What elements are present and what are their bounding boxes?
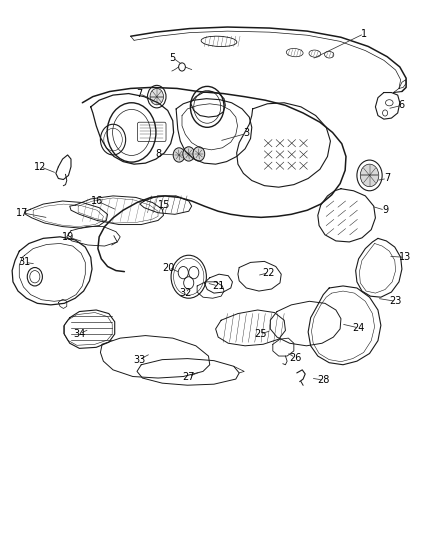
Text: 33: 33 — [133, 354, 145, 365]
Circle shape — [150, 88, 163, 105]
Circle shape — [173, 148, 185, 162]
Text: 3: 3 — [243, 128, 249, 139]
Text: 1: 1 — [361, 29, 367, 39]
Text: 31: 31 — [18, 257, 31, 268]
Text: 22: 22 — [262, 268, 275, 278]
Text: 15: 15 — [158, 200, 170, 210]
Text: 5: 5 — [170, 53, 176, 63]
Text: 28: 28 — [317, 375, 329, 385]
Text: 27: 27 — [183, 372, 195, 382]
Text: 9: 9 — [382, 205, 388, 215]
Text: 12: 12 — [34, 161, 46, 172]
Text: 25: 25 — [254, 329, 266, 339]
Text: 7: 7 — [136, 88, 142, 99]
Text: 6: 6 — [399, 100, 405, 110]
Text: 17: 17 — [16, 208, 28, 218]
Text: 26: 26 — [290, 352, 302, 362]
Text: 7: 7 — [384, 173, 390, 183]
Circle shape — [193, 147, 205, 161]
Text: 32: 32 — [179, 288, 191, 298]
Text: 24: 24 — [353, 323, 365, 333]
Text: 34: 34 — [73, 329, 85, 339]
Text: 16: 16 — [91, 196, 103, 206]
Text: 21: 21 — [212, 281, 224, 291]
Text: 8: 8 — [155, 149, 161, 159]
Circle shape — [183, 147, 194, 161]
Text: 23: 23 — [389, 296, 402, 306]
Text: 20: 20 — [162, 263, 175, 272]
Circle shape — [360, 164, 379, 187]
Text: 13: 13 — [399, 252, 411, 262]
Text: 19: 19 — [61, 232, 74, 242]
